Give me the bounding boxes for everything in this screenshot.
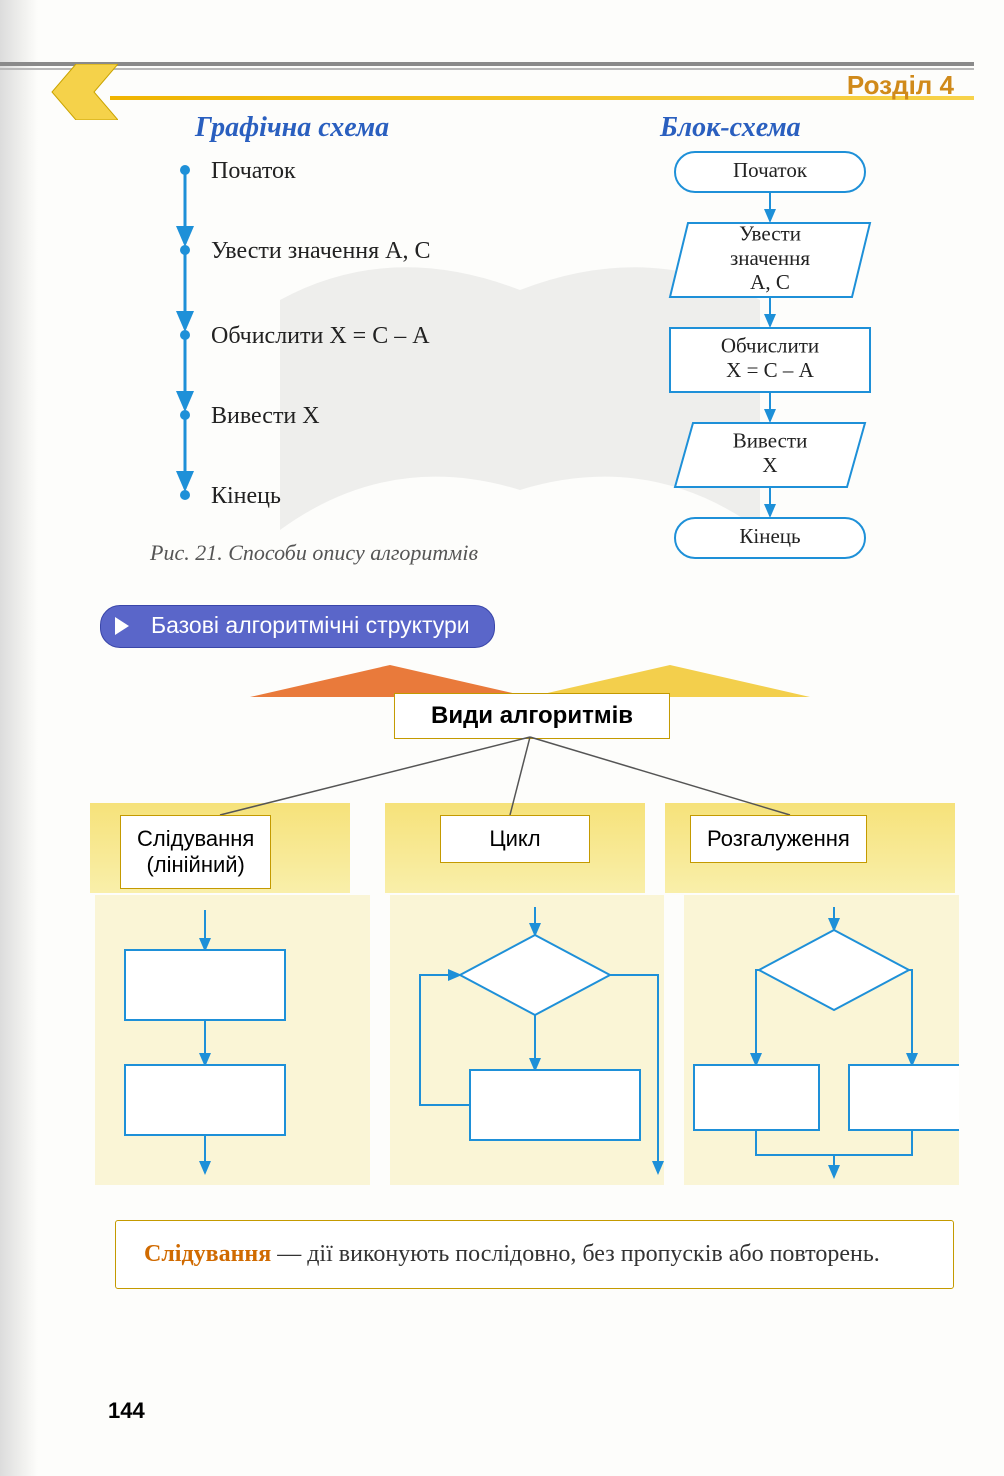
svg-text:Початок: Початок: [733, 158, 808, 182]
graphic-step: Кінець: [211, 483, 281, 510]
svg-text:значення: значення: [730, 246, 810, 270]
flowchart: Початок УвестизначенняА, С ОбчислитиХ = С …: [600, 150, 940, 580]
page-gutter: [0, 0, 38, 1476]
left-column-title: Графічна схема: [195, 112, 389, 144]
type-leaf-branch: Розгалуження: [690, 815, 867, 863]
svg-text:Х = С – А: Х = С – А: [726, 358, 815, 382]
mini-branch: [684, 895, 959, 1185]
svg-text:Вивести: Вивести: [733, 429, 808, 453]
figure-caption: Рис. 21. Способи опису алгоритмів: [150, 540, 478, 566]
svg-text:Х: Х: [762, 453, 777, 477]
banner-label: Базові алгоритмічні структури: [100, 605, 495, 648]
graphic-step: Вивести Х: [211, 403, 320, 430]
mini-diagrams-row: [95, 895, 959, 1185]
section-label: Розділ 4: [847, 70, 954, 101]
right-column-title: Блок-схема: [660, 112, 801, 144]
page-number: 144: [108, 1398, 145, 1424]
type-leaf-loop: Цикл: [440, 815, 590, 863]
graphic-step: Обчислити Х = С – А: [211, 323, 430, 350]
graphic-step: Початок: [211, 158, 296, 185]
svg-text:Кінець: Кінець: [739, 524, 800, 548]
algorithm-types-tree: Види алгоритмів Слідування(лінійний) Цик…: [110, 665, 954, 875]
definition-text: — дії виконують послідовно, без пропускі…: [271, 1241, 880, 1267]
top-rule: [0, 62, 974, 66]
mini-sequence: [95, 895, 370, 1185]
mini-loop: [390, 895, 665, 1185]
chapter-chevron-icon: [48, 64, 118, 120]
type-leaf-sequence: Слідування(лінійний): [120, 815, 271, 889]
gold-rule: [110, 96, 974, 100]
graphic-scheme: Початок Увести значення А, С Обчислити Х =…: [175, 158, 535, 538]
definition-box: Слідування — дії виконують послідовно, б…: [115, 1220, 954, 1289]
svg-text:А, С: А, С: [750, 270, 790, 294]
svg-text:Обчислити: Обчислити: [721, 334, 819, 358]
svg-text:Увести: Увести: [739, 222, 801, 246]
section-banner: Базові алгоритмічні структури: [0, 604, 560, 648]
definition-term: Слідування: [144, 1241, 271, 1267]
graphic-step: Увести значення А, С: [211, 238, 431, 265]
top-rule-thin: [0, 68, 974, 70]
